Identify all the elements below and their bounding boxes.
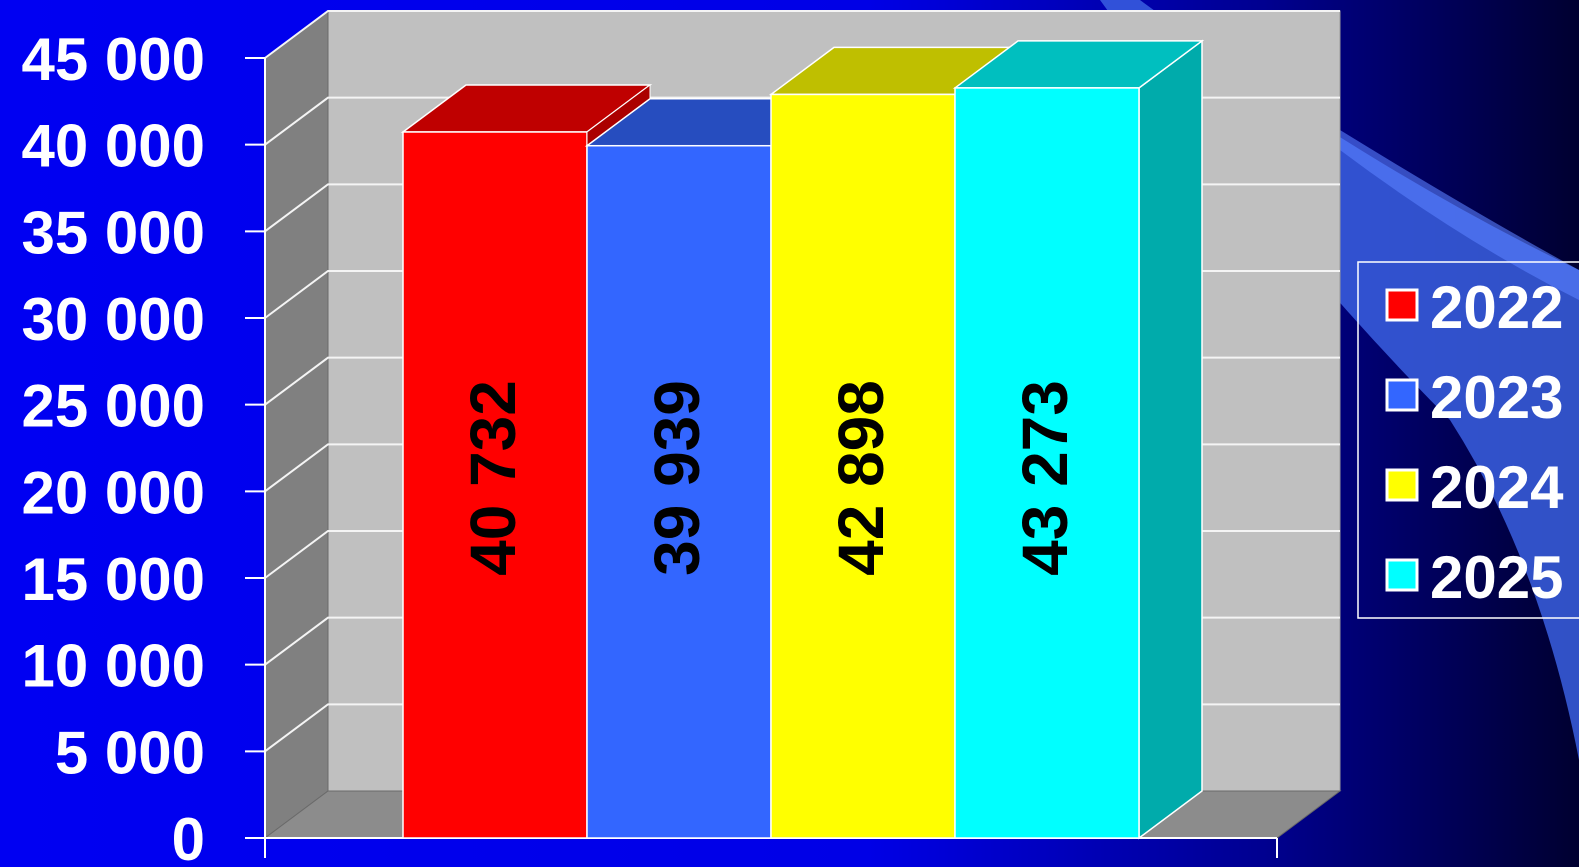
bar-2023 (586, 144, 772, 839)
legend-swatch-2023 (1385, 378, 1419, 412)
legend-label-2024: 2024 (1430, 454, 1564, 521)
bars: 40 732 39 939 42 898 43 273 (400, 39, 1205, 840)
bar-2024 (770, 93, 956, 839)
legend-box (1357, 261, 1579, 619)
gridline (264, 10, 1340, 59)
y-tick-label: 25 000 (21, 373, 205, 440)
legend: 2022 2023 2024 2025 (1357, 261, 1579, 619)
bar-2022 (402, 131, 588, 839)
y-tick-label: 35 000 (21, 199, 205, 266)
legend-label-2023: 2023 (1430, 364, 1563, 431)
data-label-2022: 40 732 (457, 380, 529, 576)
legend-swatch-2022 (1385, 288, 1419, 322)
y-tick-label: 0 (172, 806, 205, 867)
legend-label-2025: 2025 (1430, 544, 1563, 611)
bar-side-2025 (1138, 39, 1203, 840)
y-tick-label: 40 000 (21, 113, 205, 180)
background-swoosh-edge (1340, 130, 1579, 300)
data-label-2024: 42 898 (825, 380, 897, 576)
y-tick-label: 30 000 (21, 286, 205, 353)
y-tick-label: 10 000 (21, 633, 205, 700)
legend-label-2022: 2022 (1430, 274, 1563, 341)
y-tick-label: 20 000 (21, 459, 205, 526)
y-tick-label: 45 000 (21, 26, 205, 93)
bar-2025 (954, 87, 1140, 839)
y-tick-label: 5 000 (55, 719, 205, 786)
data-label-2025: 43 273 (1009, 380, 1081, 576)
legend-swatch-2025 (1385, 558, 1419, 592)
legend-swatch-2024 (1385, 468, 1419, 502)
side-wall (264, 10, 329, 839)
y-tick-label: 15 000 (21, 546, 205, 613)
data-label-2023: 39 939 (641, 380, 713, 576)
